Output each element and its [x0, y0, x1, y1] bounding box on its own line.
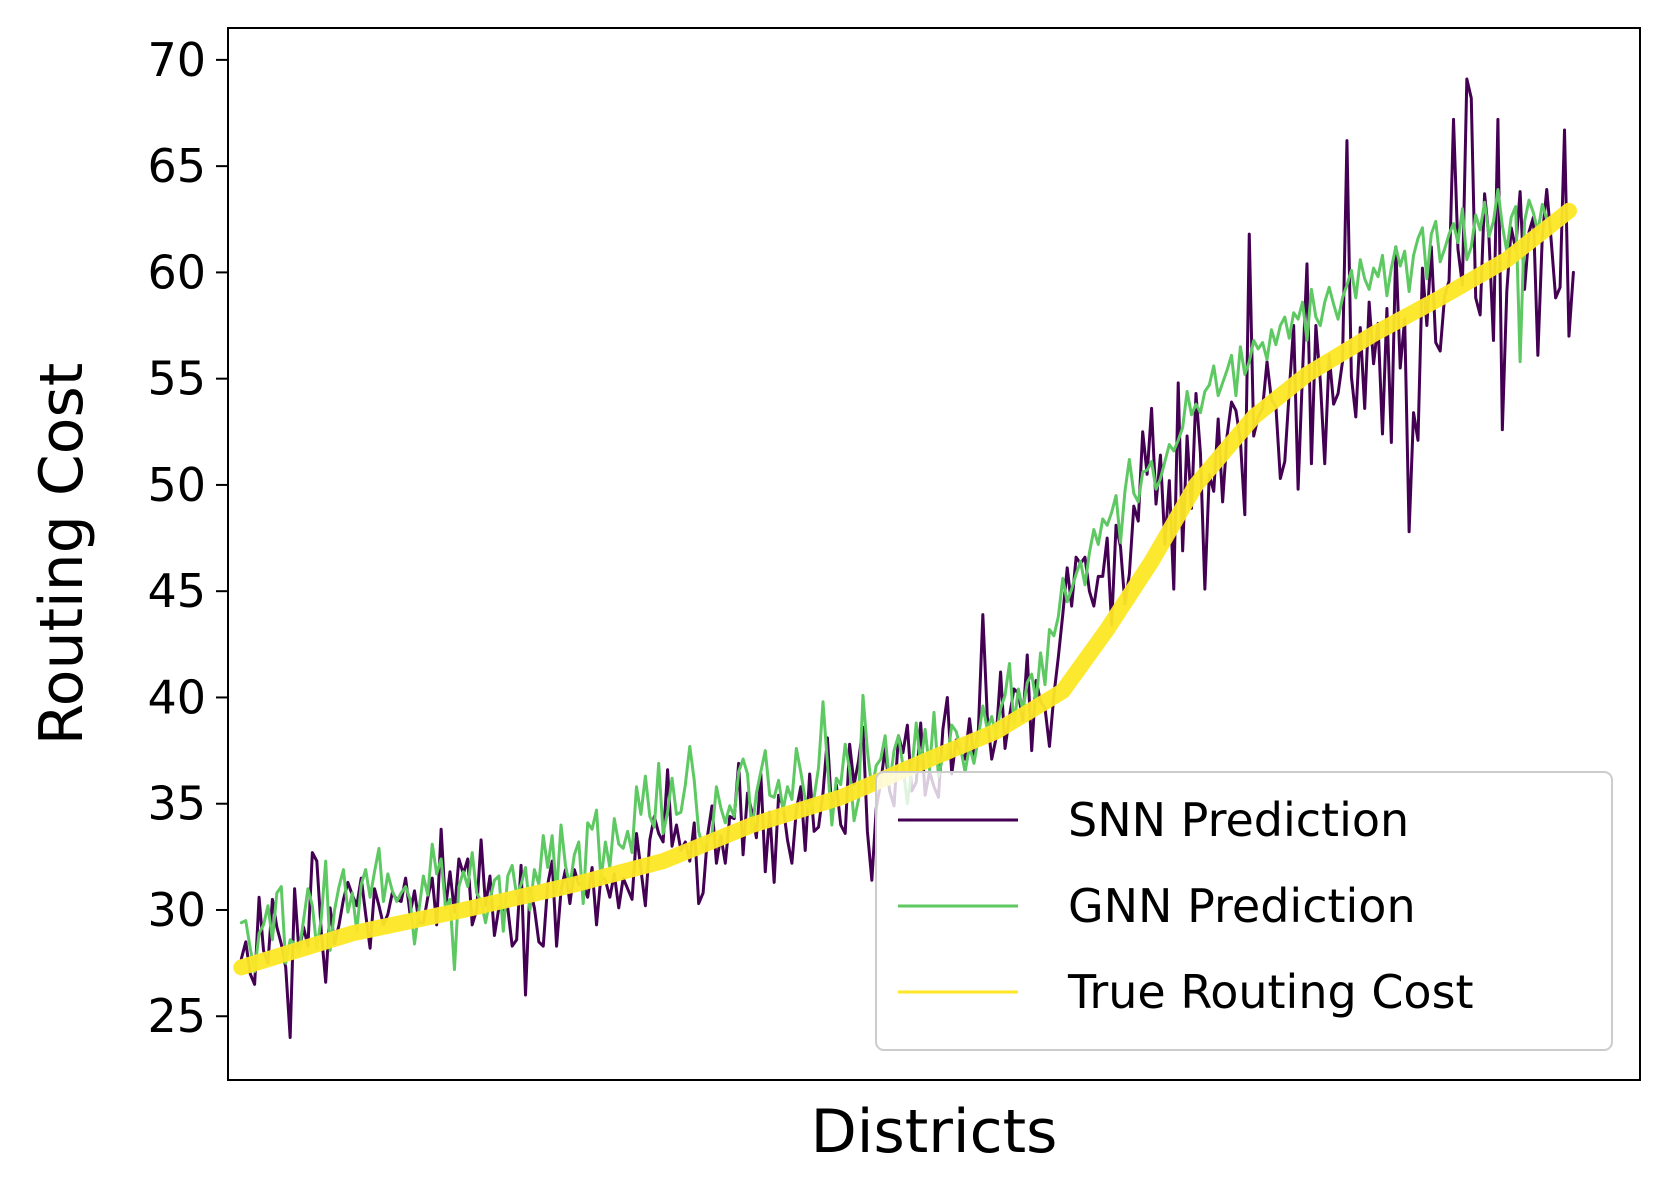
y-tick-label: 40: [147, 670, 206, 724]
legend-box: [875, 771, 1613, 1051]
y-tick-label: 45: [147, 564, 206, 618]
y-tick-label: 65: [147, 139, 206, 193]
series-layer: [233, 77, 1577, 1039]
y-tick-label: 35: [147, 777, 206, 831]
x-axis-label: Districts: [811, 1097, 1058, 1167]
axes-frame: [227, 27, 1641, 1081]
series-line-gnn-prediction: [239, 188, 1549, 974]
y-axis: 25 30 35 40 45 50 55 60 65 70: [147, 33, 228, 1043]
legend-label: True Routing Cost: [1067, 965, 1474, 1019]
legend-label: SNN Prediction: [1068, 793, 1409, 847]
y-axis-label: Routing Cost: [27, 363, 97, 746]
y-tick-label: 50: [147, 458, 206, 512]
legend-label: GNN Prediction: [1068, 879, 1416, 933]
series-line-true-routing-cost: [233, 202, 1577, 976]
y-tick-label: 55: [147, 352, 206, 406]
legend: SNN Prediction GNN Prediction True Routing…: [875, 771, 1613, 1051]
y-tick-label: 25: [147, 989, 206, 1043]
y-tick-label: 70: [147, 33, 206, 87]
y-tick-label: 60: [147, 245, 206, 299]
y-tick-label: 30: [147, 883, 206, 937]
